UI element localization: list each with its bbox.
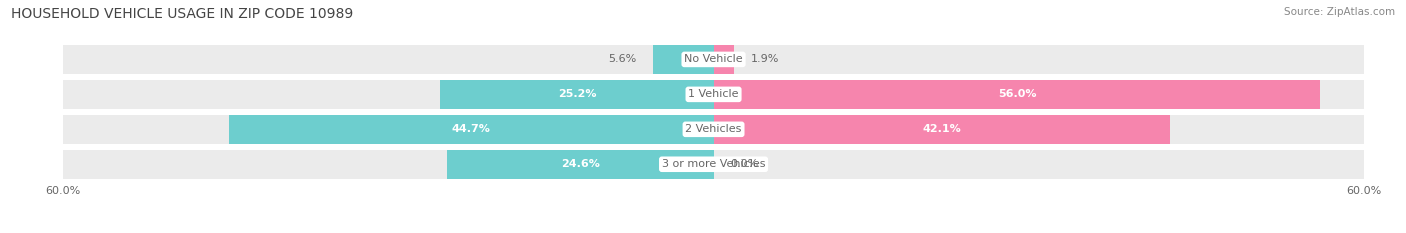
Bar [63, 80, 1364, 109]
Text: Source: ZipAtlas.com: Source: ZipAtlas.com [1284, 7, 1395, 17]
Bar [63, 150, 1364, 179]
Text: 5.6%: 5.6% [609, 55, 637, 64]
Text: 25.2%: 25.2% [558, 89, 596, 99]
Text: 3 or more Vehicles: 3 or more Vehicles [662, 159, 765, 169]
Bar [652, 45, 713, 74]
Bar [713, 115, 1170, 144]
Bar [440, 80, 713, 109]
Text: 1.9%: 1.9% [751, 55, 779, 64]
Bar [447, 150, 713, 179]
Bar [229, 115, 713, 144]
Text: 42.1%: 42.1% [922, 124, 962, 134]
Text: 44.7%: 44.7% [451, 124, 491, 134]
Bar [713, 80, 1320, 109]
Text: 2 Vehicles: 2 Vehicles [685, 124, 742, 134]
Bar [63, 115, 1364, 144]
Bar [713, 45, 734, 74]
Text: 0.0%: 0.0% [730, 159, 758, 169]
Text: No Vehicle: No Vehicle [685, 55, 742, 64]
Text: 24.6%: 24.6% [561, 159, 600, 169]
Text: 1 Vehicle: 1 Vehicle [689, 89, 738, 99]
Text: HOUSEHOLD VEHICLE USAGE IN ZIP CODE 10989: HOUSEHOLD VEHICLE USAGE IN ZIP CODE 1098… [11, 7, 353, 21]
Bar [63, 45, 1364, 74]
Text: 56.0%: 56.0% [998, 89, 1036, 99]
